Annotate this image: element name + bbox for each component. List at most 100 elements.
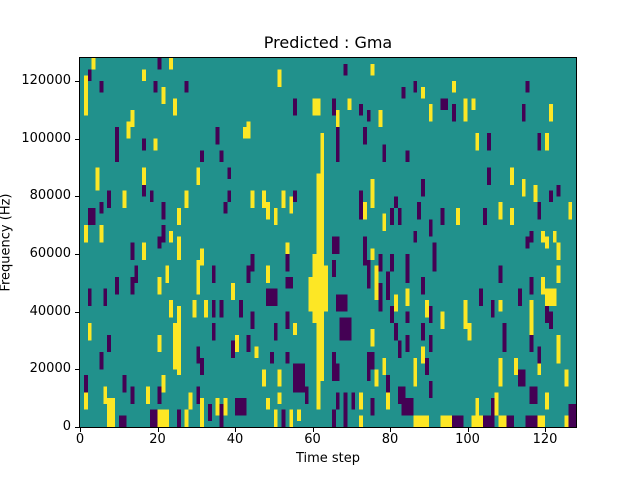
heatmap-cell-yellow [537, 415, 545, 427]
heatmap-cell-yellow [413, 357, 418, 376]
heatmap-cell-yellow [312, 98, 321, 116]
heatmap-cell-purple [285, 254, 290, 272]
heatmap-cell-yellow [200, 248, 204, 266]
heatmap-cell-yellow [475, 398, 480, 416]
heatmap-cell-yellow [308, 277, 313, 312]
y-tick-label: 80000 [29, 188, 71, 204]
heatmap-cell-purple [362, 236, 367, 266]
y-tick-label: 60000 [29, 246, 71, 262]
heatmap-cell-yellow [359, 392, 363, 410]
heatmap-cell-purple [215, 127, 220, 145]
heatmap-cell-purple [293, 363, 305, 393]
heatmap-cell-purple [521, 369, 526, 387]
heatmap-cell-purple [153, 81, 158, 93]
heatmap-cell-yellow [176, 305, 181, 376]
heatmap-cell-purple [331, 236, 340, 255]
heatmap-cell-yellow [99, 225, 104, 243]
heatmap-cell-purple [545, 305, 549, 324]
heatmap-cell-purple [343, 392, 348, 410]
heatmap-cell-purple [219, 300, 224, 318]
heatmap-cell-purple [293, 190, 297, 203]
heatmap-cell-purple [331, 259, 336, 278]
heatmap-cell-yellow [533, 184, 538, 203]
x-tick-label: 80 [381, 432, 399, 447]
heatmap-cell-purple [134, 265, 139, 283]
heatmap-cell-yellow [231, 282, 235, 301]
x-tick-label: 20 [149, 432, 166, 447]
y-tick-mark [75, 311, 79, 313]
heatmap-cell-purple [335, 127, 340, 162]
heatmap-cell-yellow [471, 415, 483, 427]
heatmap-cell-purple [525, 415, 538, 427]
y-tick-mark [75, 138, 79, 140]
heatmap-cell-yellow [421, 86, 425, 99]
heatmap-cell-purple [537, 132, 542, 151]
heatmap-cell-purple [537, 346, 542, 364]
heatmap-cell-purple [452, 415, 464, 427]
heatmap-cell-purple [366, 109, 371, 122]
heatmap-cell-yellow [374, 282, 379, 301]
heatmap-cell-yellow [556, 265, 561, 283]
heatmap-cell-purple [440, 207, 445, 226]
heatmap-cell-yellow [537, 357, 542, 376]
heatmap-cell-yellow [475, 132, 480, 151]
heatmap-cell-yellow [297, 409, 301, 422]
heatmap-cell-yellow [277, 69, 282, 87]
heatmap-cell-yellow [173, 323, 177, 370]
heatmap-cell-yellow [83, 225, 88, 243]
heatmap-cell-yellow [145, 386, 150, 404]
heatmap-cell-purple [548, 190, 553, 203]
heatmap-cell-yellow [440, 311, 445, 329]
heatmap-cell-yellow [312, 254, 325, 324]
heatmap-cell-yellow [370, 248, 375, 260]
heatmap-cell-purple [87, 288, 92, 306]
x-tick-mark [390, 428, 391, 432]
heatmap-cell-yellow [91, 58, 96, 70]
heatmap-cell-yellow [556, 242, 561, 260]
heatmap-cell-yellow [184, 409, 189, 427]
heatmap-cell-yellow [498, 300, 503, 312]
heatmap-cell-purple [529, 230, 534, 243]
heatmap-cell-purple [149, 409, 158, 427]
heatmap-cell-purple [231, 340, 235, 358]
heatmap-cell-yellow [176, 207, 181, 226]
heatmap-cell-purple [130, 386, 135, 404]
heatmap-cell-yellow [393, 294, 398, 312]
heatmap-cell-purple [157, 58, 162, 70]
heatmap-cell-purple [521, 104, 526, 122]
heatmap-cell-purple [196, 386, 201, 404]
heatmap-cell-yellow [130, 109, 135, 128]
heatmap-cell-yellow [440, 415, 452, 427]
heatmap-cell-yellow [83, 392, 88, 410]
heatmap-cell-yellow [266, 265, 270, 283]
heatmap-cell-yellow [382, 213, 387, 231]
heatmap-cell-purple [359, 104, 363, 116]
heatmap-cell-purple [331, 98, 336, 116]
heatmap-cell-purple [107, 190, 111, 208]
heatmap-cell-purple [390, 305, 394, 324]
heatmap-cell-yellow [87, 323, 92, 341]
heatmap-cell-purple [397, 207, 402, 226]
heatmap-cell-yellow [157, 277, 162, 295]
heatmap-cell-purple [390, 207, 394, 226]
heatmap-cell-purple [331, 409, 336, 427]
heatmap-cell-purple [235, 398, 247, 416]
heatmap-cell-purple [366, 259, 371, 289]
heatmap-cell-yellow [405, 288, 410, 306]
heatmap-cell-purple [479, 288, 483, 306]
heatmap-cell-yellow [467, 323, 472, 341]
heatmap-cell-yellow [359, 415, 363, 427]
heatmap-cell-purple [421, 323, 425, 341]
heatmap-cell-yellow [347, 98, 352, 110]
heatmap-cell-yellow [169, 58, 173, 70]
heatmap-cell-purple [401, 86, 406, 99]
heatmap-cell-purple [149, 190, 154, 203]
heatmap-cell-yellow [142, 167, 146, 185]
heatmap-cell-purple [397, 386, 406, 404]
heatmap-cell-purple [362, 127, 367, 145]
heatmap-cell-purple [130, 242, 135, 260]
heatmap-cell-purple [556, 184, 561, 197]
heatmap-cell-purple [382, 144, 387, 162]
y-tick-label: 0 [62, 419, 71, 434]
heatmap-cell-purple [405, 271, 410, 283]
